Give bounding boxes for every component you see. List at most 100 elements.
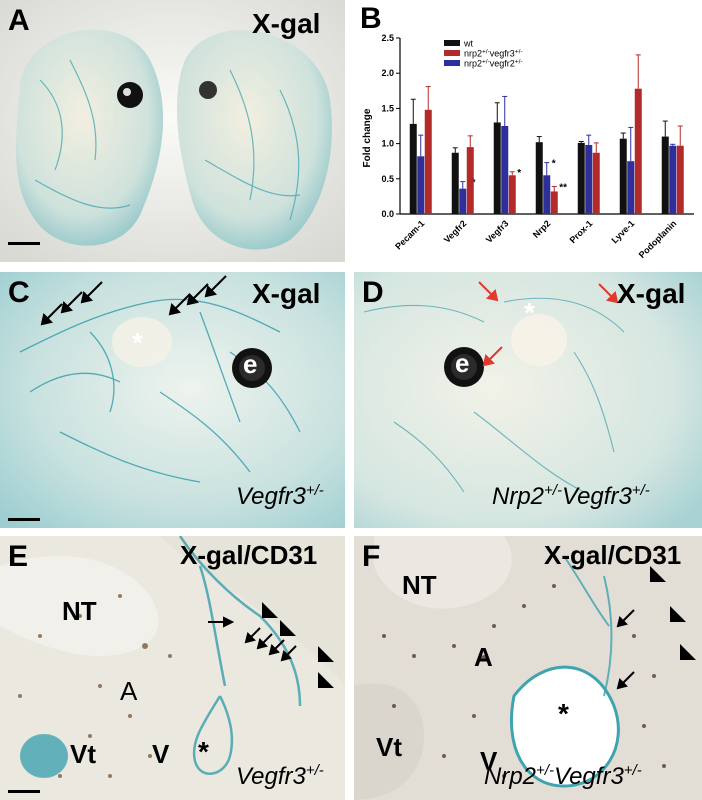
bar (493, 122, 501, 214)
panel-b: B 0.00.51.01.52.02.5 ****** Pecam-1Vegfr… (352, 0, 702, 262)
bar (409, 123, 417, 214)
vessel-pattern-a (34, 59, 301, 221)
stain-label-e: X-gal/CD31 (180, 540, 318, 570)
panel-letter-b: B (360, 2, 382, 35)
x-tick-label: Lyve-1 (609, 218, 636, 245)
legend-swatch-wt (444, 40, 460, 46)
y-tick-label: 1.0 (381, 139, 394, 149)
blue-vessels-e (178, 536, 302, 775)
y-tick-label: 0.0 (381, 209, 394, 219)
eye-label-c: e (243, 349, 258, 379)
y-tick-label: 0.5 (381, 174, 394, 184)
x-tick-label: Nrp2 (531, 218, 553, 240)
x-tick-label: Podoplanin (637, 218, 679, 260)
legend-swatch-nrp2-vegfr2 (444, 60, 460, 66)
stain-label-f: X-gal/CD31 (544, 540, 682, 570)
bar (585, 145, 593, 214)
panel-letter-d: D (362, 276, 384, 309)
bar (634, 88, 642, 214)
bars: ****** (409, 54, 684, 214)
arrows-c (40, 275, 227, 326)
genotype-d-1: Nrp2 (492, 483, 545, 510)
y-axis-label: Fold change (362, 108, 373, 167)
x-axis-labels: Pecam-1 Vegfr2 Vegfr3 Nrp2 Prox-1 Lyve-1 Podop… (393, 218, 678, 260)
panel-c: C X-gal * e Vegfr3+/- (0, 272, 345, 528)
star-label-c: * (132, 327, 143, 358)
bar (424, 109, 432, 214)
bar (451, 152, 459, 214)
panel-a: A X-gal (0, 0, 345, 262)
v-label-e: V (152, 739, 170, 769)
arrows-d (478, 281, 619, 367)
bar-chart: 0.00.51.01.52.02.5 ****** Pecam-1Vegfr2V… (362, 33, 694, 260)
genotype-sup-d-2: +/- (631, 482, 650, 499)
x-tick-label: Pecam-1 (393, 218, 426, 251)
star-label-d: * (524, 297, 535, 328)
vessel-pattern-d (363, 297, 625, 493)
arrowheads-f (650, 566, 696, 660)
genotype-c: Vegfr3 (236, 483, 306, 510)
x-tick-label: Vegfr3 (484, 218, 511, 245)
embryo-right (176, 30, 332, 250)
genotype-sup-f-1: +/- (536, 762, 554, 779)
a-label-e: A (120, 676, 138, 706)
panel-d-image (354, 272, 702, 528)
vt-label-e: Vt (70, 739, 96, 769)
genotype-f-2: Vegfr3 (553, 763, 624, 790)
legend-label-wt: wt (463, 39, 473, 49)
panel-letter-e: E (8, 540, 29, 573)
genotype-sup-c: +/- (305, 482, 324, 499)
bar (627, 161, 635, 214)
bar (661, 136, 669, 214)
cd31-dots-e (18, 594, 172, 778)
embryo-left (15, 29, 164, 246)
arrows-e (208, 616, 297, 662)
bar (619, 138, 627, 214)
bar (417, 156, 425, 214)
genotype-label-c: Vegfr3+/- (236, 482, 324, 511)
bar (501, 126, 509, 214)
bar (550, 191, 558, 214)
scale-bar-e (8, 790, 40, 793)
legend: wt nrp2+/-vegfr3+/- nrp2+/-vegfr2+/- (444, 39, 523, 69)
nt-label-e: NT (62, 596, 97, 626)
panel-letter-a: A (8, 4, 30, 37)
panel-c-image (0, 272, 345, 528)
stain-label-a: X-gal (252, 8, 321, 39)
panel-letter-f: F (362, 540, 381, 573)
bar (466, 147, 474, 214)
genotype-label-f: Nrp2+/-Vegfr3+/- (484, 762, 642, 791)
star-label-e: * (198, 736, 209, 767)
genotype-e: Vegfr3 (236, 763, 306, 790)
y-tick-label: 1.5 (381, 103, 394, 113)
bar (508, 175, 516, 214)
bar (459, 188, 467, 214)
x-tick-label: Vegfr2 (442, 218, 469, 245)
legend-label-nrp2-vegfr3: nrp2+/-vegfr3+/- (464, 49, 523, 59)
genotype-sup-d-1: +/- (544, 482, 562, 499)
panel-letter-c: C (8, 276, 30, 309)
scale-bar-c (8, 518, 40, 521)
eye-label-d: e (455, 348, 470, 378)
v-label-f: V (480, 746, 498, 776)
scale-bar-a (8, 242, 40, 245)
bar (676, 145, 684, 214)
x-tick-label: Prox-1 (568, 218, 595, 245)
blue-vessels-f (563, 555, 613, 697)
significance-marker: ** (559, 183, 567, 194)
bar (592, 152, 600, 214)
y-tick-label: 2.0 (381, 68, 394, 78)
panel-e-image (0, 536, 345, 800)
genotype-label-e: Vegfr3+/- (236, 762, 324, 791)
panel-f: F X-gal/CD31 NT A Vt V * Nrp2+/-Vegfr3+/… (354, 536, 702, 800)
panel-e: E X-gal/CD31 NT A Vt V * Vegfr3+/- (0, 536, 345, 800)
stain-label-d: X-gal (617, 278, 686, 309)
arrowheads-e (262, 602, 334, 688)
panel-d: D X-gal * e Nrp2+/-Vegfr3+/- (354, 272, 702, 528)
legend-swatch-nrp2-vegfr3 (444, 50, 460, 56)
star-label-f: * (558, 698, 569, 729)
bar (535, 142, 543, 214)
genotype-label-d: Nrp2+/-Vegfr3+/- (492, 482, 650, 511)
genotype-f-1: Nrp2 (484, 763, 537, 790)
bar (577, 142, 585, 214)
